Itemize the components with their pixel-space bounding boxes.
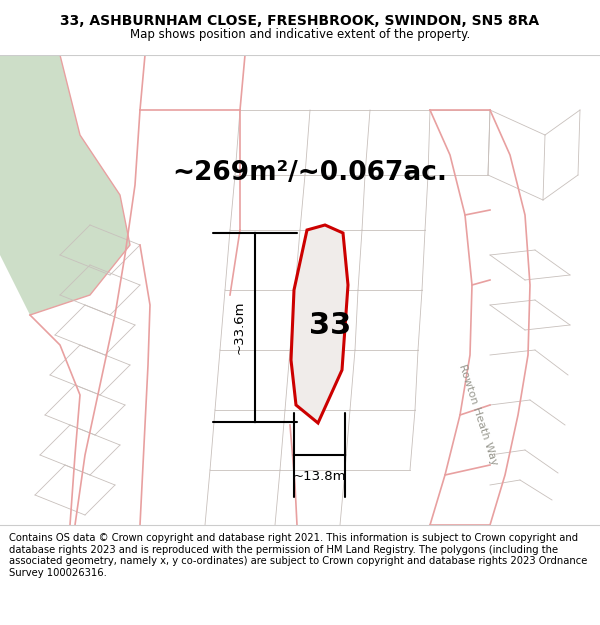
Text: 33: 33 (309, 311, 351, 339)
Text: ~269m²/~0.067ac.: ~269m²/~0.067ac. (173, 160, 448, 186)
Text: ~33.6m: ~33.6m (233, 301, 245, 354)
Polygon shape (291, 225, 348, 423)
Polygon shape (0, 55, 130, 315)
Text: Contains OS data © Crown copyright and database right 2021. This information is : Contains OS data © Crown copyright and d… (9, 533, 587, 578)
Text: Rowton Heath Way: Rowton Heath Way (457, 363, 499, 467)
Text: ~13.8m: ~13.8m (293, 471, 346, 484)
Text: 33, ASHBURNHAM CLOSE, FRESHBROOK, SWINDON, SN5 8RA: 33, ASHBURNHAM CLOSE, FRESHBROOK, SWINDO… (61, 14, 539, 28)
Text: Map shows position and indicative extent of the property.: Map shows position and indicative extent… (130, 28, 470, 41)
